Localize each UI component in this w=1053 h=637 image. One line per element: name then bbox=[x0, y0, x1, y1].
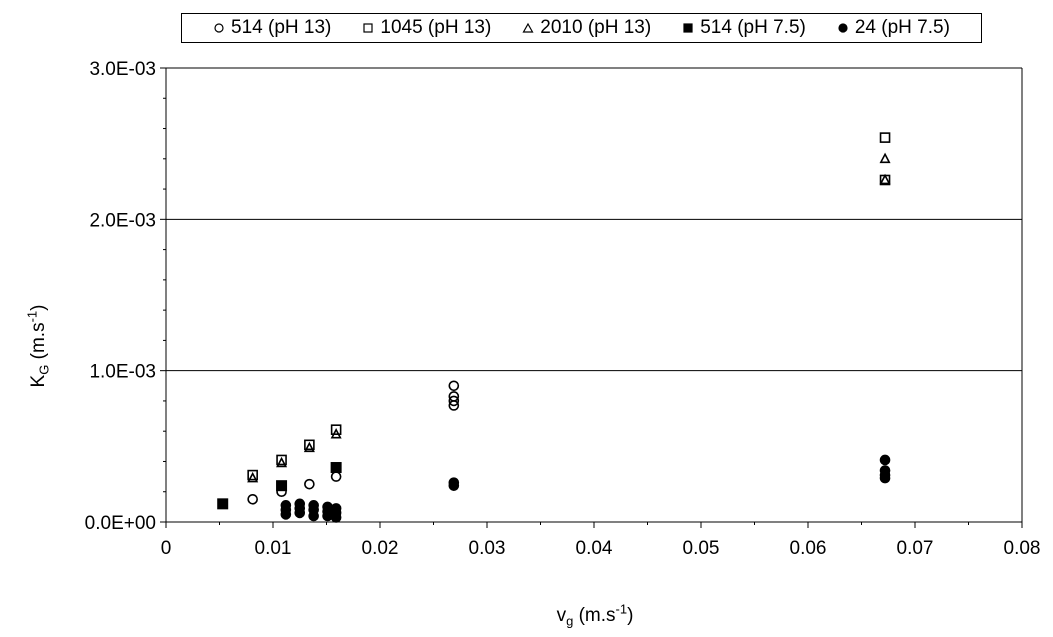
data-point-s0-0 bbox=[247, 493, 258, 505]
data-point-s1-3 bbox=[330, 424, 342, 435]
chart-legend: 514 (pH 13) 1045 (pH 13) 2010 (pH 13) 51… bbox=[181, 13, 982, 43]
legend-item-3: 514 (pH 7.5) bbox=[682, 17, 806, 39]
legend-item-4: 24 (pH 7.5) bbox=[837, 17, 950, 39]
data-point-s3-1 bbox=[276, 480, 288, 492]
y-tick-label-1: 1.0E-03 bbox=[89, 362, 156, 383]
legend-marker-4 bbox=[838, 23, 848, 33]
data-point-s0-3 bbox=[330, 471, 342, 482]
legend-label-1: 1045 (pH 13) bbox=[380, 17, 492, 38]
data-point-s2-3 bbox=[330, 428, 342, 439]
y-tick-label-2: 2.0E-03 bbox=[89, 210, 156, 231]
data-point-s0-4 bbox=[448, 380, 460, 392]
x-axis-title: vg (m.s-1) bbox=[556, 601, 634, 629]
legend-item-2: 2010 (pH 13) bbox=[522, 17, 651, 39]
legend-item-1: 1045 (pH 13) bbox=[362, 17, 491, 39]
x-tick-label-4: 0.04 bbox=[576, 538, 613, 559]
legend-marker-0 bbox=[214, 23, 224, 33]
data-point-s0-2 bbox=[304, 478, 315, 490]
data-point-s1-2 bbox=[304, 439, 315, 451]
data-point-s2-0 bbox=[247, 471, 259, 483]
data-point-s2-5 bbox=[879, 173, 891, 185]
data-point-s4-14 bbox=[330, 512, 342, 523]
x-tick-label-8: 0.08 bbox=[1004, 538, 1041, 559]
x-tick-label-7: 0.07 bbox=[897, 538, 934, 559]
legend-label-0: 514 (pH 13) bbox=[231, 17, 332, 38]
y-tick-label-0: 0.0E+00 bbox=[85, 513, 156, 534]
legend-marker-1 bbox=[363, 23, 373, 33]
data-point-s3-0 bbox=[217, 498, 229, 510]
data-point-s1-4 bbox=[879, 132, 891, 143]
data-point-s2-2 bbox=[303, 441, 315, 453]
x-tick-label-1: 0.01 bbox=[255, 538, 292, 559]
x-tick-label-6: 0.06 bbox=[790, 538, 827, 559]
data-point-s0-6 bbox=[448, 395, 460, 407]
data-point-s2-1 bbox=[276, 456, 288, 468]
data-point-s4-8 bbox=[308, 510, 319, 522]
legend-marker-2 bbox=[522, 22, 534, 33]
legend-label-3: 514 (pH 7.5) bbox=[700, 17, 806, 38]
data-point-s4-2 bbox=[280, 509, 292, 520]
data-point-s4-20 bbox=[879, 472, 891, 484]
legend-label-4: 24 (pH 7.5) bbox=[854, 17, 950, 38]
data-point-s4-16 bbox=[448, 480, 460, 491]
data-point-s1-1 bbox=[276, 454, 287, 466]
y-tick-label-3: 3.0E-03 bbox=[89, 59, 156, 80]
x-tick-label-0: 0 bbox=[161, 538, 172, 559]
y-axis-title: KG (m.s-1) bbox=[24, 304, 52, 388]
data-point-s4-17 bbox=[879, 454, 891, 466]
legend-label-2: 2010 (pH 13) bbox=[540, 17, 652, 38]
x-tick-label-3: 0.03 bbox=[469, 538, 506, 559]
legend-marker-3 bbox=[683, 23, 693, 33]
data-point-s4-5 bbox=[294, 507, 306, 519]
data-point-s3-2 bbox=[330, 462, 342, 474]
x-tick-label-2: 0.02 bbox=[362, 538, 399, 559]
data-point-s2-4 bbox=[879, 152, 891, 164]
data-point-s0-7 bbox=[448, 400, 460, 411]
data-point-s1-0 bbox=[247, 469, 258, 481]
legend-item-0: 514 (pH 13) bbox=[213, 17, 331, 39]
x-tick-label-5: 0.05 bbox=[683, 538, 720, 559]
